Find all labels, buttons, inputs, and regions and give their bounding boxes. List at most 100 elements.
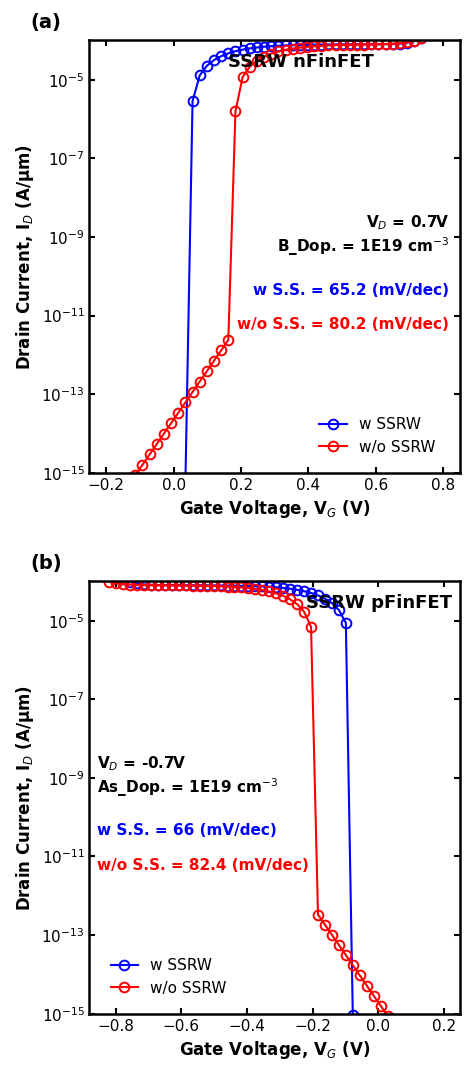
- w SSRW: [350, 1009, 356, 1022]
- w/o SSRW: [390, 38, 396, 51]
- Legend: w SSRW, w/o SSRW: w SSRW, w/o SSRW: [105, 951, 233, 1002]
- w/o SSRW: [275, 45, 281, 58]
- w SSRW: [240, 43, 246, 56]
- w SSRW: [319, 38, 324, 51]
- w SSRW: [304, 39, 310, 52]
- w/o SSRW: [354, 39, 360, 52]
- w/o SSRW: [347, 39, 353, 52]
- w SSRW: [219, 49, 224, 62]
- w/o SSRW: [406, 1040, 411, 1052]
- w SSRW: [411, 34, 417, 47]
- w SSRW: [218, 579, 223, 592]
- w SSRW: [176, 578, 182, 591]
- w SSRW: [404, 37, 410, 49]
- w/o SSRW: [333, 39, 338, 52]
- w/o SSRW: [340, 39, 346, 52]
- Text: SSRW pFinFET: SSRW pFinFET: [306, 594, 452, 613]
- w SSRW: [427, 1047, 432, 1060]
- w SSRW: [371, 1047, 376, 1060]
- w SSRW: [364, 1034, 370, 1047]
- w SSRW: [253, 579, 258, 592]
- w/o SSRW: [280, 589, 286, 602]
- w SSRW: [376, 38, 382, 51]
- w/o SSRW: [385, 1009, 391, 1022]
- w SSRW: [127, 575, 133, 588]
- w SSRW: [261, 40, 267, 53]
- w/o SSRW: [111, 500, 117, 513]
- w SSRW: [357, 1021, 363, 1034]
- w/o SSRW: [315, 908, 321, 921]
- w/o SSRW: [253, 583, 258, 596]
- w SSRW: [125, 505, 131, 518]
- w/o SSRW: [197, 579, 202, 592]
- w/o SSRW: [364, 979, 370, 992]
- w SSRW: [397, 37, 403, 49]
- Text: SSRW nFinFET: SSRW nFinFET: [228, 54, 374, 71]
- w SSRW: [238, 579, 244, 592]
- w/o SSRW: [329, 929, 335, 942]
- w SSRW: [315, 589, 321, 602]
- w/o SSRW: [175, 406, 181, 419]
- w/o SSRW: [361, 38, 367, 51]
- w SSRW: [390, 38, 396, 51]
- Text: (a): (a): [30, 13, 61, 32]
- Text: w/o S.S. = 80.2 (mV/dec): w/o S.S. = 80.2 (mV/dec): [237, 317, 449, 332]
- w SSRW: [347, 38, 353, 51]
- w SSRW: [354, 38, 360, 51]
- w SSRW: [440, 1047, 446, 1060]
- w/o SSRW: [433, 23, 438, 35]
- w/o SSRW: [322, 918, 328, 931]
- w SSRW: [259, 580, 265, 593]
- w SSRW: [155, 578, 161, 591]
- Text: w S.S. = 66 (mV/dec): w S.S. = 66 (mV/dec): [97, 823, 277, 839]
- w/o SSRW: [169, 579, 174, 592]
- w/o SSRW: [427, 1047, 432, 1060]
- w/o SSRW: [211, 579, 217, 592]
- w/o SSRW: [162, 578, 168, 591]
- w/o SSRW: [287, 592, 293, 605]
- w SSRW: [413, 1047, 419, 1060]
- w SSRW: [385, 1047, 391, 1060]
- w SSRW: [333, 38, 338, 51]
- w SSRW: [273, 580, 279, 593]
- X-axis label: Gate Voltage, V$_G$ (V): Gate Voltage, V$_G$ (V): [179, 498, 370, 520]
- w SSRW: [113, 568, 119, 580]
- w/o SSRW: [413, 1047, 419, 1060]
- w/o SSRW: [383, 38, 389, 51]
- w/o SSRW: [225, 580, 230, 593]
- w SSRW: [147, 505, 153, 518]
- w/o SSRW: [247, 60, 253, 73]
- w/o SSRW: [343, 948, 349, 961]
- w/o SSRW: [294, 598, 300, 611]
- w/o SSRW: [447, 1047, 453, 1060]
- w/o SSRW: [97, 505, 102, 518]
- Text: (b): (b): [30, 554, 62, 573]
- w SSRW: [419, 32, 424, 45]
- w/o SSRW: [268, 47, 274, 60]
- w SSRW: [182, 475, 188, 488]
- w/o SSRW: [226, 333, 231, 346]
- w SSRW: [197, 578, 202, 591]
- w SSRW: [232, 579, 237, 592]
- w SSRW: [104, 505, 109, 518]
- w/o SSRW: [219, 344, 224, 357]
- w SSRW: [447, 1047, 453, 1060]
- w SSRW: [283, 39, 288, 52]
- w/o SSRW: [118, 489, 124, 502]
- Y-axis label: Drain Current, I$_D$ (A/μm): Drain Current, I$_D$ (A/μm): [14, 144, 36, 370]
- w SSRW: [204, 59, 210, 72]
- w/o SSRW: [259, 584, 265, 597]
- w/o SSRW: [233, 105, 238, 118]
- w/o SSRW: [326, 39, 331, 52]
- w/o SSRW: [113, 577, 119, 590]
- w SSRW: [211, 579, 217, 592]
- w/o SSRW: [134, 578, 140, 591]
- w SSRW: [111, 505, 117, 518]
- w/o SSRW: [319, 40, 324, 53]
- w/o SSRW: [368, 38, 374, 51]
- w SSRW: [183, 578, 189, 591]
- w/o SSRW: [106, 575, 112, 588]
- w SSRW: [340, 38, 346, 51]
- w/o SSRW: [419, 1047, 425, 1060]
- w SSRW: [211, 54, 217, 67]
